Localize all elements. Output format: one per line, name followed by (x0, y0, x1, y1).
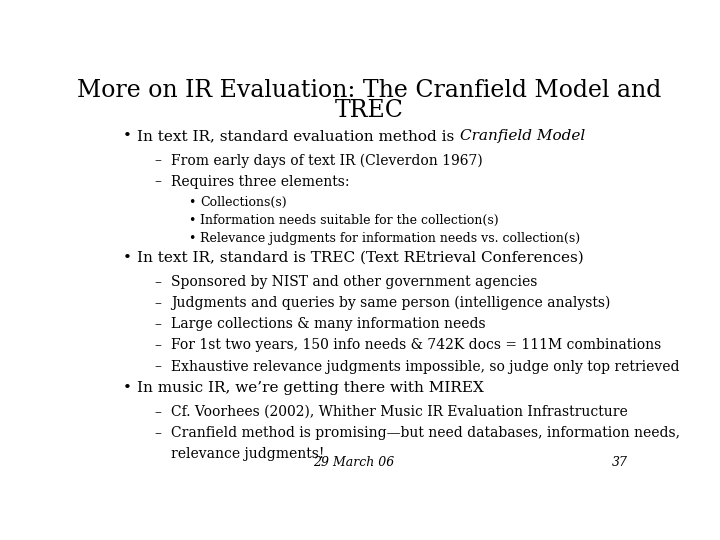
Text: –: – (154, 275, 161, 289)
Text: –: – (154, 426, 161, 440)
Text: 29 March 06: 29 March 06 (313, 456, 395, 469)
Text: Information needs suitable for the collection(s): Information needs suitable for the colle… (200, 214, 499, 227)
Text: relevance judgments!: relevance judgments! (171, 447, 324, 461)
Text: Cf. Voorhees (2002), Whither Music IR Evaluation Infrastructure: Cf. Voorhees (2002), Whither Music IR Ev… (171, 405, 628, 419)
Text: •: • (188, 214, 195, 227)
Text: Exhaustive relevance judgments impossible, so judge only top retrieved: Exhaustive relevance judgments impossibl… (171, 360, 680, 374)
Text: –: – (154, 360, 161, 374)
Text: TREC: TREC (335, 99, 403, 122)
Text: –: – (154, 153, 161, 167)
Text: –: – (154, 174, 161, 188)
Text: In text IR, standard evaluation method is: In text IR, standard evaluation method i… (138, 129, 459, 143)
Text: •: • (122, 129, 131, 143)
Text: –: – (154, 405, 161, 419)
Text: •: • (122, 381, 131, 395)
Text: •: • (188, 232, 195, 245)
Text: •: • (122, 251, 131, 265)
Text: –: – (154, 339, 161, 353)
Text: More on IR Evaluation: The Cranfield Model and: More on IR Evaluation: The Cranfield Mod… (77, 79, 661, 103)
Text: Relevance judgments for information needs vs. collection(s): Relevance judgments for information need… (200, 232, 580, 245)
Text: –: – (154, 317, 161, 331)
Text: Sponsored by NIST and other government agencies: Sponsored by NIST and other government a… (171, 275, 537, 289)
Text: –: – (154, 296, 161, 310)
Text: Collections(s): Collections(s) (200, 196, 287, 209)
Text: In music IR, we’re getting there with MIREX: In music IR, we’re getting there with MI… (138, 381, 485, 395)
Text: Large collections & many information needs: Large collections & many information nee… (171, 317, 485, 331)
Text: Requires three elements:: Requires three elements: (171, 174, 349, 188)
Text: Judgments and queries by same person (intelligence analysts): Judgments and queries by same person (in… (171, 296, 611, 310)
Text: For 1st two years, 150 info needs & 742K docs = 111M combinations: For 1st two years, 150 info needs & 742K… (171, 339, 661, 353)
Text: •: • (188, 196, 195, 209)
Text: 37: 37 (612, 456, 628, 469)
Text: From early days of text IR (Cleverdon 1967): From early days of text IR (Cleverdon 19… (171, 153, 482, 168)
Text: In text IR, standard is TREC (Text REtrieval Conferences): In text IR, standard is TREC (Text REtri… (138, 251, 584, 265)
Text: Cranfield method is promising—but need databases, information needs,: Cranfield method is promising—but need d… (171, 426, 680, 440)
Text: Cranfield Model: Cranfield Model (459, 129, 585, 143)
